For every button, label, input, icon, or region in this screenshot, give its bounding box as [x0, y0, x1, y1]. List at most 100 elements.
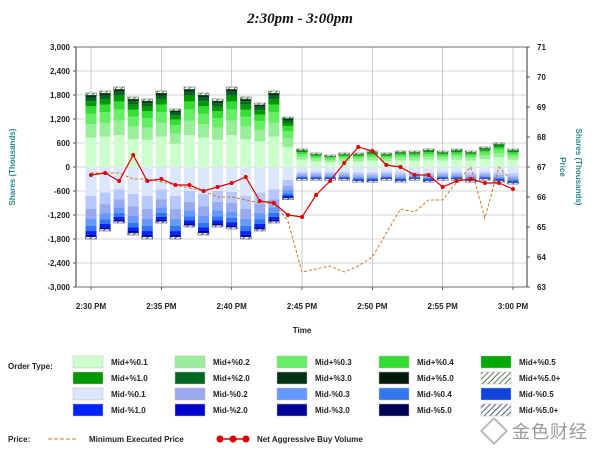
sell-bar-segment: [282, 195, 294, 198]
buy-bar-segment: [254, 110, 266, 115]
buy-bar-segment: [451, 154, 463, 157]
sell-bar-hatch: [85, 236, 97, 240]
legend-swatch-mid-0-4: [378, 355, 410, 369]
y-right-price-title: Price: [558, 157, 567, 177]
sell-bar-segment: [352, 175, 364, 178]
legend-order-type-text: Mid+%0.1: [111, 358, 148, 367]
buy-bar-segment: [380, 156, 392, 159]
sell-bar-segment: [338, 177, 350, 179]
y-right-tick-label: 65: [537, 223, 546, 232]
legend-order-type-text: Mid-%0.4: [417, 390, 452, 399]
legend-swatch-mid-0-1: [72, 387, 104, 401]
sell-bar-segment: [423, 167, 435, 173]
sell-bar-segment: [310, 177, 322, 179]
buy-bar-hatch: [239, 96, 252, 100]
net-aggressive-buy-volume-point: [187, 183, 192, 187]
sell-bar-segment: [282, 190, 294, 194]
buy-bar-segment: [198, 101, 210, 107]
legend-min-price-text: Minimum Executed Price: [89, 435, 184, 444]
buy-bar-segment: [493, 147, 505, 150]
buy-bar-segment: [324, 157, 336, 159]
buy-bar-segment: [507, 156, 519, 160]
y-right-tick-label: 69: [537, 103, 546, 112]
buy-bar-segment: [282, 131, 294, 138]
sell-bar-segment: [113, 189, 125, 200]
sell-bar-segment: [113, 167, 125, 190]
sell-bar-segment: [240, 195, 252, 209]
legend-swatch-mid-2-0: [174, 371, 206, 385]
x-axis-title: Time: [293, 326, 312, 335]
buy-bar-segment: [268, 136, 280, 167]
x-tick-label: 3:00 PM: [498, 302, 529, 311]
buy-bar-segment: [99, 93, 111, 96]
buy-bar-segment: [493, 144, 505, 146]
sell-bar-segment: [85, 226, 97, 232]
buy-bar-segment: [409, 160, 421, 167]
y-right-tick-label: 66: [537, 193, 546, 202]
buy-bar-segment: [493, 145, 505, 148]
watermark: 金色财经: [479, 416, 588, 446]
buy-bar-segment: [169, 115, 181, 120]
sell-bar-hatch: [239, 236, 252, 240]
sell-bar-segment: [282, 167, 294, 180]
y-left-tick-label: -3,000: [47, 283, 70, 292]
buy-bar-segment: [254, 106, 266, 111]
sell-bar-segment: [240, 234, 252, 237]
buy-bar-segment: [198, 95, 210, 98]
sell-bar-segment: [155, 199, 167, 208]
sell-bar-hatch: [127, 232, 139, 236]
buy-bar-segment: [352, 158, 364, 162]
buy-bar-hatch: [338, 152, 350, 155]
sell-bar-segment: [310, 173, 322, 176]
buy-bar-segment: [254, 104, 266, 107]
sell-bar-segment: [394, 175, 406, 178]
buy-bar-segment: [254, 129, 266, 142]
sell-bar-segment: [155, 216, 167, 220]
buy-bar-segment: [254, 120, 266, 130]
sell-bar-segment: [324, 167, 336, 172]
sell-bar-segment: [507, 167, 519, 174]
buy-bar-segment: [226, 101, 238, 110]
sell-bar-segment: [380, 177, 392, 179]
sell-bar-segment: [240, 218, 252, 227]
sell-bar-segment: [493, 177, 505, 179]
x-tick-label: 2:55 PM: [428, 302, 459, 311]
sell-bar-segment: [141, 234, 153, 237]
buy-bar-segment: [155, 122, 167, 137]
buy-bar-segment: [212, 118, 224, 128]
x-tick-label: 2:35 PM: [146, 302, 177, 311]
buy-bar-segment: [226, 91, 238, 96]
sell-bar-segment: [141, 195, 153, 209]
sell-bar-segment: [212, 210, 224, 217]
sell-bar-hatch: [254, 228, 266, 232]
sell-bar-segment: [352, 178, 364, 180]
net-aggressive-buy-volume-point: [103, 171, 108, 175]
buy-bar-segment: [437, 157, 449, 161]
sell-bar-segment: [451, 171, 463, 174]
legend-swatch-mid-0-3: [276, 387, 308, 401]
y-right-tick-label: 64: [537, 253, 546, 262]
buy-bar-segment: [85, 113, 97, 125]
net-aggressive-buy-volume-point: [328, 179, 333, 183]
sell-bar-segment: [493, 172, 505, 176]
buy-bar-hatch: [352, 152, 365, 155]
sell-bar-segment: [183, 201, 195, 211]
buy-bar-segment: [141, 106, 153, 112]
buy-bar-hatch: [422, 148, 435, 151]
buy-bar-segment: [169, 110, 181, 113]
buy-bar-segment: [451, 150, 463, 153]
buy-bar-segment: [282, 118, 294, 120]
legend-swatch-mid-0-2: [174, 387, 206, 401]
legend-order-type-text: Mid+%0.4: [417, 358, 454, 367]
sell-bar-hatch: [99, 228, 111, 232]
sell-bar-segment: [198, 227, 210, 231]
sell-bar-segment: [268, 212, 280, 217]
buy-bar-segment: [338, 154, 350, 156]
buy-bar-segment: [507, 154, 519, 157]
legend-order-type-text: Mid-%0.1: [111, 390, 146, 399]
sell-bar-segment: [155, 189, 167, 200]
sell-bar-segment: [338, 175, 350, 177]
sell-bar-segment: [324, 176, 336, 178]
sell-bar-segment: [479, 173, 491, 176]
